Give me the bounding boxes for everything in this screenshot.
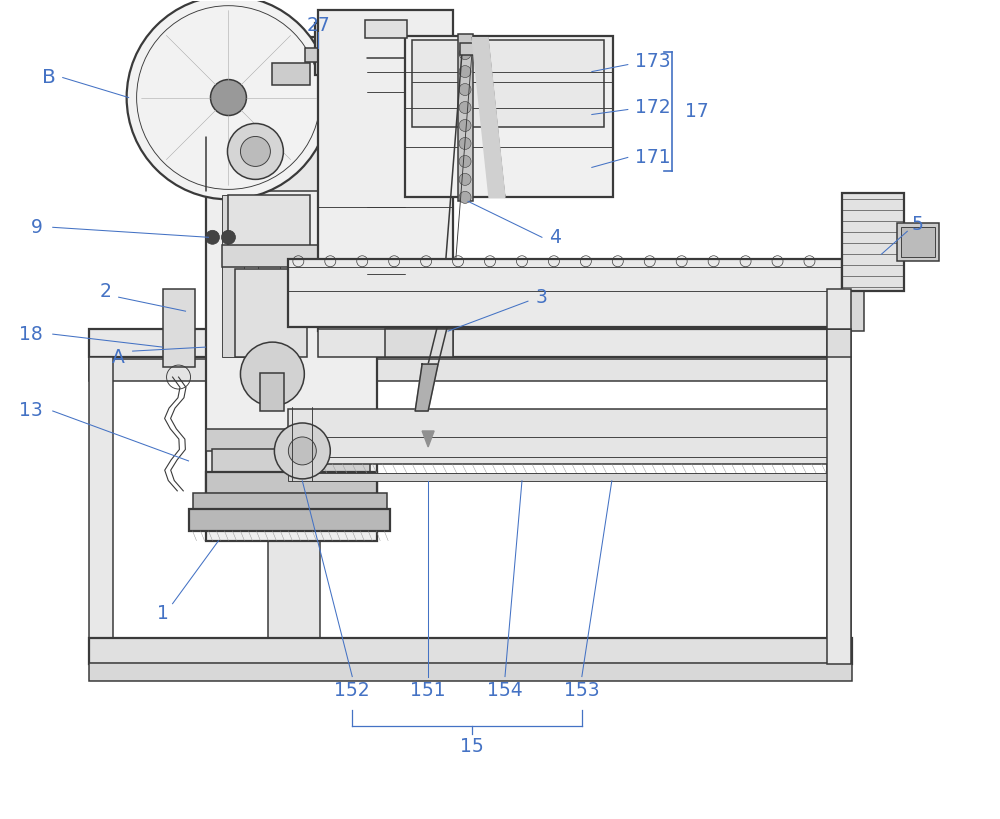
Text: 151: 151 <box>410 681 446 700</box>
Text: 13: 13 <box>19 401 43 420</box>
Circle shape <box>206 230 219 244</box>
Circle shape <box>240 342 304 406</box>
Bar <box>827 357 851 663</box>
Bar <box>206 37 377 541</box>
Circle shape <box>459 48 471 60</box>
Circle shape <box>227 124 283 179</box>
Text: 27: 27 <box>306 16 330 35</box>
Text: 4: 4 <box>549 228 561 247</box>
Bar <box>458 34 473 201</box>
Circle shape <box>127 0 330 199</box>
Circle shape <box>459 84 471 96</box>
Circle shape <box>459 174 471 185</box>
Circle shape <box>288 437 316 465</box>
Text: 171: 171 <box>635 148 670 167</box>
Bar <box>305 48 343 61</box>
Circle shape <box>459 66 471 78</box>
Bar <box>89 329 842 357</box>
Text: 9: 9 <box>31 218 43 237</box>
Bar <box>412 39 604 128</box>
Text: 17: 17 <box>685 102 708 121</box>
Text: 1: 1 <box>157 604 169 623</box>
Bar <box>318 10 453 331</box>
Bar <box>235 269 307 357</box>
Text: A: A <box>112 347 125 367</box>
Bar <box>272 62 310 84</box>
Bar <box>827 329 851 357</box>
Bar <box>206 429 377 451</box>
Bar <box>288 260 842 327</box>
Text: 5: 5 <box>911 215 923 233</box>
Text: 172: 172 <box>635 98 670 117</box>
Polygon shape <box>472 38 505 197</box>
Text: 153: 153 <box>564 681 600 700</box>
Text: 154: 154 <box>487 681 523 700</box>
Polygon shape <box>415 364 438 411</box>
Circle shape <box>274 423 330 479</box>
Bar <box>268 329 320 663</box>
Circle shape <box>459 192 471 203</box>
Bar <box>842 193 904 292</box>
Text: 15: 15 <box>460 737 484 756</box>
Bar <box>385 329 453 357</box>
Bar <box>842 256 864 331</box>
Bar <box>365 20 407 38</box>
Text: 2: 2 <box>100 282 112 301</box>
Bar <box>260 373 284 411</box>
Bar <box>212 449 370 474</box>
Bar <box>89 663 852 681</box>
Bar <box>460 43 475 55</box>
Text: 3: 3 <box>536 287 548 306</box>
Text: 173: 173 <box>635 52 670 71</box>
Bar <box>901 228 935 257</box>
Bar <box>288 473 842 481</box>
Bar <box>89 359 842 381</box>
Bar <box>189 509 390 531</box>
Circle shape <box>459 120 471 132</box>
Bar <box>222 245 322 267</box>
Bar <box>318 329 453 357</box>
Bar <box>163 289 195 367</box>
Bar <box>222 196 244 357</box>
Bar <box>827 289 851 663</box>
Bar <box>288 409 842 464</box>
Text: 18: 18 <box>19 324 43 344</box>
Bar <box>206 472 377 494</box>
Bar <box>228 196 310 247</box>
Circle shape <box>240 137 270 166</box>
Text: 152: 152 <box>334 681 370 700</box>
Circle shape <box>221 230 235 244</box>
Text: B: B <box>42 68 56 87</box>
Polygon shape <box>422 431 434 447</box>
Bar <box>897 224 939 261</box>
Bar <box>89 357 113 663</box>
Circle shape <box>459 102 471 114</box>
Bar <box>405 36 613 197</box>
Bar <box>258 196 280 357</box>
Bar <box>89 638 852 663</box>
Circle shape <box>459 156 471 167</box>
Bar <box>193 493 387 511</box>
Circle shape <box>210 79 246 115</box>
Bar <box>315 23 333 75</box>
Bar <box>212 47 367 192</box>
Circle shape <box>459 138 471 149</box>
